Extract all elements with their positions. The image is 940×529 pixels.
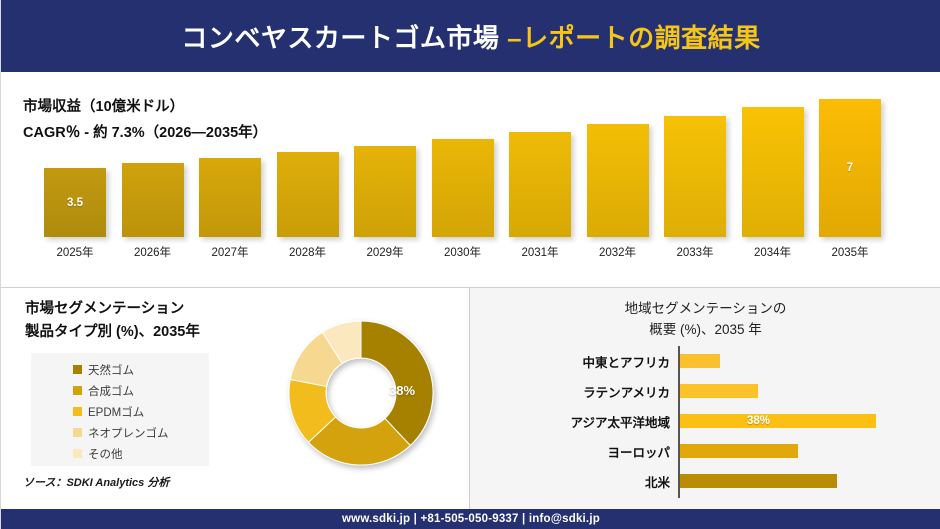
region-bar <box>680 384 758 398</box>
revenue-bars-area: 3.5 2025年 2026年 2027年 2028年 2029年 2030年 2031年 20… <box>1 72 940 287</box>
region-bar: 38% <box>680 414 876 428</box>
region-bar-row: ラテンアメリカ <box>470 376 940 406</box>
revenue-bar-column: 2030年 <box>431 139 494 260</box>
segmentation-legend: 天然ゴム合成ゴム EPDMゴムネオプレンゴム その他 <box>31 353 209 466</box>
revenue-bar-xlabel: 2026年 <box>133 247 172 259</box>
region-bars-area: 中東とアフリカ ラテンアメリカアジア太平洋地域 38% ヨーロッパ北米 <box>470 346 940 498</box>
page-title-main: コンベヤスカートゴム市場 <box>181 22 508 53</box>
revenue-caption-line2: CAGR％ - 約 7.3%（2026—2035年） <box>23 125 268 141</box>
region-title-line1: 地域セグメンテーションの <box>624 301 787 316</box>
legend-item-label: 合成ゴム <box>88 385 134 398</box>
segmentation-title-line2: 製品タイプ別 (%)、2035年 <box>25 324 200 340</box>
segmentation-panel: 市場セグメンテーション 製品タイプ別 (%)、2035年 天然ゴム合成ゴム EPD… <box>1 288 469 509</box>
donut-svg <box>288 320 434 466</box>
legend-item: その他 <box>31 443 209 464</box>
legend-item: 合成ゴム <box>31 380 209 401</box>
revenue-bar: 7 <box>819 99 881 237</box>
revenue-bar-value: 3.5 <box>67 196 83 209</box>
source-note: ソース：SDKI Analytics 分析 <box>23 477 170 489</box>
revenue-bar-column: 2029年 <box>354 146 416 260</box>
region-bar-value: 38% <box>747 415 771 427</box>
region-panel: 地域セグメンテーションの 概要 (%)、2035 年 中東とアフリカ ラテンアメリ… <box>470 288 940 509</box>
region-bar <box>680 444 798 458</box>
revenue-bar-xlabel: 2034年 <box>753 247 792 259</box>
legend-item: EPDMゴム <box>31 401 209 422</box>
revenue-bar-column: 2026年 <box>121 163 184 260</box>
segmentation-title-line1: 市場セグメンテーション <box>25 301 185 317</box>
legend-item: 天然ゴム <box>31 359 209 380</box>
legend-item-label: その他 <box>88 448 123 461</box>
vertical-divider <box>469 288 470 509</box>
region-bar <box>680 474 837 488</box>
revenue-bar-xlabel: 2029年 <box>366 247 404 259</box>
page-title: コンベヤスカートゴム市場 –レポートの調査結果 <box>181 18 760 55</box>
revenue-bar-column: 2033年 <box>664 116 726 260</box>
revenue-bar <box>431 139 494 237</box>
revenue-bar-column: 7 2035年 <box>819 99 881 260</box>
revenue-bar-xlabel: 2025年 <box>56 247 94 259</box>
region-bar-row: ヨーロッパ <box>470 436 940 466</box>
donut-slice <box>360 320 434 447</box>
revenue-bar-xlabel: 2032年 <box>598 247 637 259</box>
revenue-bar <box>354 146 416 237</box>
revenue-bar-column: 2031年 <box>509 132 571 260</box>
revenue-bar-xlabel: 2031年 <box>521 247 559 259</box>
revenue-bar <box>741 107 804 237</box>
legend-swatch-icon <box>73 449 82 458</box>
donut-value-label: 38% <box>389 383 416 398</box>
region-axis-line <box>678 346 680 498</box>
legend-item-label: ネオプレンゴム <box>88 427 169 440</box>
revenue-chart-panel: 市場収益（10億米ドル） CAGR％ - 約 7.3%（2026—2035年） … <box>1 72 940 287</box>
revenue-bar-xlabel: 2030年 <box>443 247 482 259</box>
region-title: 地域セグメンテーションの 概要 (%)、2035 年 <box>470 298 940 340</box>
header-banner: コンベヤスカートゴム市場 –レポートの調査結果 <box>1 0 940 72</box>
legend-item: ネオプレンゴム <box>31 422 209 443</box>
donut-slice <box>321 320 362 365</box>
revenue-bar-value: 7 <box>846 162 854 174</box>
revenue-bar <box>586 124 649 237</box>
legend-swatch-icon <box>73 428 82 437</box>
revenue-bar-column: 2027年 <box>199 158 261 260</box>
segmentation-title: 市場セグメンテーション 製品タイプ別 (%)、2035年 <box>25 298 200 344</box>
revenue-bar-column: 2032年 <box>586 124 649 260</box>
legend-swatch-icon <box>73 386 82 395</box>
horizontal-divider <box>1 287 940 288</box>
region-bar-label: 中東とアフリカ <box>582 355 670 370</box>
footer-banner: www.sdki.jp | +81-505-050-9337 | info@sd… <box>1 509 940 529</box>
revenue-bar <box>199 158 261 237</box>
region-bar-row: アジア太平洋地域 38% <box>470 406 940 436</box>
revenue-bar-column: 2028年 <box>276 152 339 260</box>
legend-swatch-icon <box>73 365 82 374</box>
revenue-bar-xlabel: 2028年 <box>288 247 327 259</box>
page-title-accent: –レポートの調査結果 <box>507 22 761 53</box>
revenue-bar-xlabel: 2033年 <box>676 247 714 259</box>
region-bar-label: 北米 <box>644 475 670 490</box>
revenue-bar <box>664 116 726 237</box>
region-bar-row: 中東とアフリカ <box>470 346 940 376</box>
revenue-bar-xlabel: 2035年 <box>831 247 869 259</box>
revenue-caption: 市場収益（10億米ドル） CAGR％ - 約 7.3%（2026—2035年） <box>23 94 267 146</box>
region-bar-row: 北米 <box>470 466 940 496</box>
revenue-caption-line1: 市場収益（10億米ドル） <box>23 99 185 115</box>
revenue-bar-column: 2034年 <box>741 107 804 260</box>
region-bar-label: ラテンアメリカ <box>583 385 670 400</box>
revenue-bar: 3.5 <box>44 168 106 237</box>
donut-chart: 38% <box>271 303 451 483</box>
revenue-bar <box>276 152 339 237</box>
legend-item-label: 天然ゴム <box>88 364 134 377</box>
revenue-bar <box>121 163 184 237</box>
legend-item-label: EPDMゴム <box>88 406 145 419</box>
revenue-bar-column: 3.5 2025年 <box>44 168 106 260</box>
footer-contact: www.sdki.jp | +81-505-050-9337 | info@sd… <box>342 513 600 525</box>
region-title-line2: 概要 (%)、2035 年 <box>649 322 762 337</box>
region-bar-label: ヨーロッパ <box>607 445 670 460</box>
revenue-bar <box>509 132 571 237</box>
region-bar-label: アジア太平洋地域 <box>570 415 670 430</box>
region-bar <box>680 354 720 368</box>
revenue-bar-xlabel: 2027年 <box>211 247 249 259</box>
legend-swatch-icon <box>73 407 82 416</box>
